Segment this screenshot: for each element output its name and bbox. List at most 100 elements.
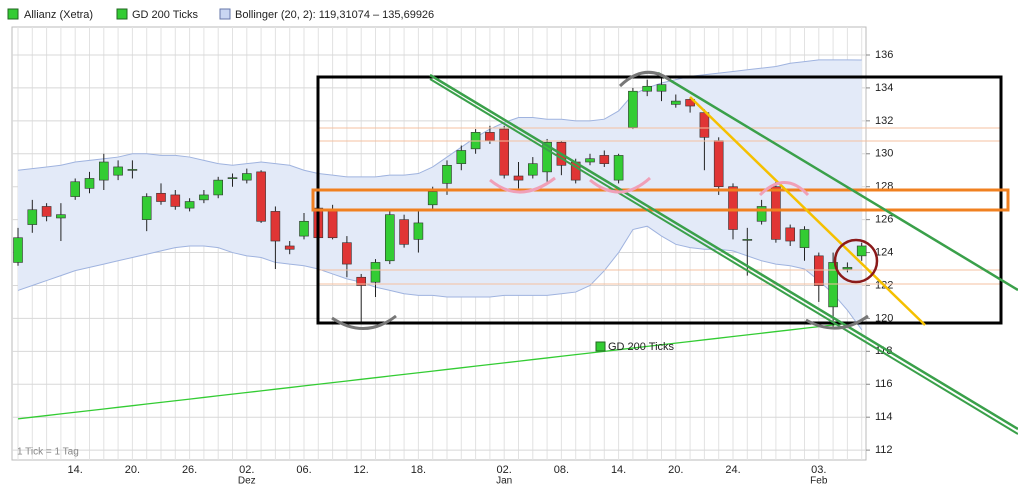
x-tick-label: 06. [296,464,311,476]
candle-body [456,150,467,164]
candle-body [184,201,195,209]
candle-body [699,112,710,138]
line-label: GD 200 Ticks [608,341,675,353]
x-month-label: Jan [496,476,512,487]
candle-body [527,163,538,176]
candle-body [599,155,610,164]
candle-body [384,214,395,262]
candle-body [342,242,352,265]
x-tick-label: 03. [811,464,826,476]
candle-body [399,219,409,245]
x-month-label: Dez [238,476,256,487]
candle-body [213,179,223,196]
candle-body [542,141,552,173]
candle-body [613,155,624,181]
trend-line [689,96,926,326]
x-tick-label: 20. [668,464,683,476]
zone-box [311,188,1010,212]
ma-line [17,321,862,420]
candle-body [84,178,95,189]
candle-body [442,164,452,184]
candle-body [299,220,309,237]
y-tick-label: 118 [875,345,893,357]
candle-body [856,245,867,257]
y-tick-label: 114 [875,411,893,423]
trend-line [657,71,1018,292]
x-tick-label: 12. [354,464,369,476]
y-tick-label: 116 [875,378,893,390]
candle-body [242,173,252,181]
candle-body [413,222,424,240]
line-label-swatch [595,341,606,352]
x-tick-label: 24. [725,464,740,476]
candle-body [270,211,281,242]
candle-body [842,267,853,270]
x-tick-label: 02. [239,464,254,476]
candle-body [127,169,138,171]
legend-swatch [116,8,128,20]
arc [489,176,556,194]
candle-body [742,239,753,241]
box [316,75,1003,325]
candle-body [199,194,209,201]
x-tick-label: 14. [611,464,626,476]
note: 1 Tick = 1 Tag [17,447,79,458]
x-tick-label: 02. [497,464,512,476]
arc [589,176,652,194]
x-tick-label: 26. [182,464,197,476]
candle-body [356,276,367,286]
x-tick-label: 18. [411,464,426,476]
trend-line [429,73,1018,431]
y-tick-label: 126 [875,214,893,226]
candle-body [13,237,23,263]
candle-body [56,214,66,219]
candle-body [642,85,653,92]
highlight-circle [833,238,879,284]
y-tick-label: 132 [875,115,893,127]
legend-swatch [219,8,231,20]
y-tick-label: 124 [875,246,893,258]
candle-body [785,227,796,242]
x-month-label: Feb [810,476,828,487]
y-tick-label: 112 [875,444,893,456]
y-tick-label: 130 [875,148,893,160]
candle-body [41,206,52,217]
legend-label: Allianz (Xetra) [24,9,93,21]
band-fill [18,59,862,330]
arc [331,314,397,330]
candle-body [27,209,38,225]
candle-body [813,255,824,286]
x-tick-label: 20. [125,464,140,476]
x-tick-label: 08. [554,464,569,476]
arc [805,314,869,330]
x-tick-label: 14. [68,464,83,476]
candle-body [799,229,810,248]
candle-body [756,206,767,222]
legend: Allianz (Xetra) GD 200 Ticks Bollinger (… [7,8,434,21]
candle-body [670,100,681,105]
candle-body [113,166,123,176]
y-tick-label: 134 [875,82,893,94]
y-tick-label: 136 [875,49,893,61]
candle-body [227,177,238,179]
candle-body [585,158,595,163]
candle-body [170,194,181,207]
annotations [311,70,1018,435]
candle-body [256,171,266,222]
arc [758,181,810,197]
candle-body [370,262,381,283]
candle-body [728,186,738,230]
legend-label: GD 200 Ticks [132,9,199,21]
candle-body [499,128,510,176]
candle-body [713,140,724,187]
candle-body [156,192,166,202]
candle-body [70,181,80,197]
candle-body [628,90,638,128]
candle-body [284,245,295,250]
candle-body [828,262,838,308]
candle-body [485,132,495,141]
candle-body [427,191,438,206]
legend-swatch [7,8,19,20]
